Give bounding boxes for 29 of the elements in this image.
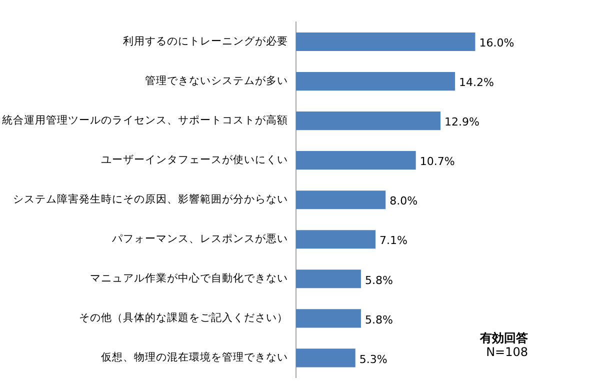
y-tick-label: 利用するのにトレーニングが必要 [123,34,288,48]
data-label: 5.3% [359,352,388,366]
data-label: 7.1% [380,234,408,248]
y-tick-label: その他（具体的な課題をご記入ください） [79,311,288,324]
data-label: 8.0% [390,194,418,208]
bar [296,32,476,52]
bar [296,151,416,170]
y-tick-label: システム障害発生時にその原因、影響範囲が分からない [13,192,288,206]
bar [296,270,361,288]
data-label: 5.8% [364,274,393,287]
data-label: 14.2% [459,76,494,90]
bar [296,112,440,130]
y-tick-label: マニュアル作業が中心で自動化できない [90,272,288,285]
bar [296,309,361,328]
bar [296,72,456,91]
text: N=108 [486,345,528,359]
y-tick-label: ユーザーインタフェースが使いにくい [101,154,288,166]
y-tick-label: 管理できないシステムが多い [145,75,288,88]
data-label: 16.0% [479,36,514,50]
data-label: 10.7% [420,155,455,168]
bar [296,190,386,210]
y-tick-label: 統合運用管理ツールのライセンス、サポートコストが高額 [2,114,288,127]
y-tick-label: 仮想、物理の混在環境を管理できない [101,350,288,364]
text: 有効回答 [480,330,528,347]
bar [296,348,356,368]
bar [296,230,376,249]
data-label: 5.8% [364,313,393,326]
y-tick-label: パフォーマンス、レスポンスが悪い [111,233,288,246]
data-label: 12.9% [444,116,480,129]
